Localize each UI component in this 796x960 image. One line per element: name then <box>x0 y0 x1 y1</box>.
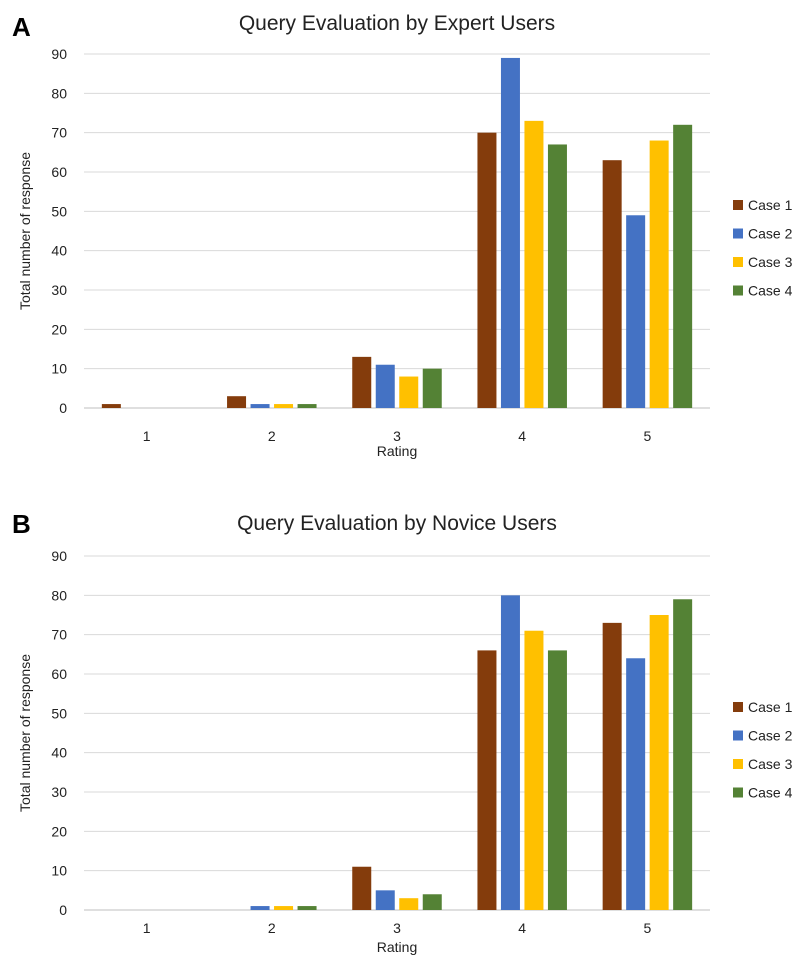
bar-case-1-rating-4 <box>477 132 497 408</box>
bar-case-3-rating-4 <box>524 630 544 910</box>
bar-case-3-rating-5 <box>649 140 669 409</box>
bar-case-2-rating-3 <box>375 364 395 408</box>
bar-case-4-rating-4 <box>547 144 567 408</box>
y-tick-label: 20 <box>51 321 67 337</box>
legend-swatch <box>733 787 743 798</box>
legend-entry: Case 3 <box>748 254 793 270</box>
y-axis-label: Total number of response <box>17 152 33 310</box>
y-tick-label: 0 <box>59 400 67 416</box>
legend-swatch <box>733 257 743 267</box>
bar-case-4-rating-5 <box>673 599 693 910</box>
x-tick-label: 5 <box>644 428 652 444</box>
y-tick-label: 10 <box>51 863 67 879</box>
x-tick-label: 1 <box>143 428 151 444</box>
y-tick-label: 80 <box>51 85 67 101</box>
bar-case-1-rating-5 <box>602 160 622 408</box>
bar-case-2-rating-2 <box>250 404 270 408</box>
x-tick-label: 5 <box>644 920 652 936</box>
chart-title: Query Evaluation by Expert Users <box>239 12 555 35</box>
legend-entry: Case 4 <box>748 283 793 299</box>
x-tick-label: 4 <box>518 428 526 444</box>
legend-swatch <box>733 228 743 239</box>
bar-case-3-rating-5 <box>649 615 669 910</box>
x-axis-label: Rating <box>377 443 417 459</box>
legend-swatch <box>733 200 743 210</box>
x-tick-label: 2 <box>268 428 276 444</box>
legend-entry: Case 1 <box>748 699 793 715</box>
y-tick-label: 40 <box>51 745 67 761</box>
legend-swatch <box>733 285 743 296</box>
y-tick-label: 0 <box>59 902 67 918</box>
bar-case-3-rating-3 <box>399 898 419 910</box>
y-tick-label: 60 <box>51 666 67 682</box>
chart-title: Query Evaluation by Novice Users <box>237 512 557 535</box>
bar-case-1-rating-5 <box>602 622 622 910</box>
bar-case-1-rating-4 <box>477 650 497 910</box>
y-tick-label: 90 <box>51 548 67 564</box>
bar-case-1-rating-1 <box>101 404 121 408</box>
y-tick-label: 70 <box>51 125 67 141</box>
bar-case-1-rating-3 <box>352 866 372 910</box>
bar-case-4-rating-3 <box>422 894 442 910</box>
bar-case-2-rating-5 <box>626 215 646 408</box>
legend-entry: Case 2 <box>748 226 793 242</box>
legend-entry: Case 3 <box>748 756 793 772</box>
bar-case-4-rating-3 <box>422 368 442 408</box>
bar-case-1-rating-2 <box>227 396 247 408</box>
x-axis-label: Rating <box>377 939 417 955</box>
legend-entry: Case 1 <box>748 197 793 213</box>
bar-case-2-rating-2 <box>250 906 270 910</box>
x-tick-label: 2 <box>268 920 276 936</box>
y-tick-label: 20 <box>51 823 67 839</box>
panel-label: A <box>12 12 31 42</box>
y-tick-label: 80 <box>51 587 67 603</box>
legend-swatch <box>733 759 743 769</box>
y-tick-label: 50 <box>51 705 67 721</box>
bar-case-2-rating-3 <box>375 890 395 910</box>
bar-case-4-rating-5 <box>673 124 693 409</box>
bar-case-2-rating-5 <box>626 658 646 910</box>
y-axis-label: Total number of response <box>17 654 33 812</box>
panel-label: B <box>12 509 31 539</box>
bar-case-2-rating-4 <box>500 595 520 910</box>
bar-case-2-rating-4 <box>500 57 520 408</box>
bar-case-4-rating-2 <box>297 404 317 408</box>
y-tick-label: 90 <box>51 46 67 62</box>
x-tick-label: 3 <box>393 920 401 936</box>
bar-case-3-rating-4 <box>524 120 544 408</box>
x-tick-label: 3 <box>393 428 401 444</box>
legend-entry: Case 2 <box>748 728 793 744</box>
bar-case-3-rating-3 <box>399 376 419 408</box>
bar-case-4-rating-2 <box>297 906 317 910</box>
legend-swatch <box>733 702 743 712</box>
x-tick-label: 1 <box>143 920 151 936</box>
y-tick-label: 30 <box>51 282 67 298</box>
y-tick-label: 60 <box>51 164 67 180</box>
x-tick-label: 4 <box>518 920 526 936</box>
y-tick-label: 70 <box>51 627 67 643</box>
y-tick-label: 40 <box>51 243 67 259</box>
legend-entry: Case 4 <box>748 785 793 801</box>
bar-case-3-rating-2 <box>274 906 294 910</box>
bar-case-4-rating-4 <box>547 650 567 910</box>
legend-swatch <box>733 730 743 741</box>
y-tick-label: 50 <box>51 203 67 219</box>
bar-case-1-rating-3 <box>352 356 372 408</box>
bar-case-3-rating-2 <box>274 404 294 408</box>
y-tick-label: 10 <box>51 361 67 377</box>
y-tick-label: 30 <box>51 784 67 800</box>
